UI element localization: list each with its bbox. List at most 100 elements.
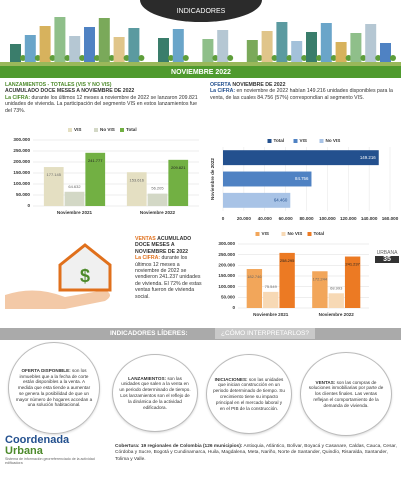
- leaders-subtitle: ¿CÓMO INTERPRETARLOS?: [215, 328, 316, 339]
- tree: [123, 55, 130, 61]
- bar: [263, 291, 279, 308]
- banner: [0, 66, 401, 78]
- y-tick-label: 0: [27, 203, 30, 208]
- y-tick-label: 300.000: [218, 241, 235, 246]
- supply-heading: OFERTA: [210, 82, 231, 88]
- building: [217, 30, 229, 62]
- x-tick-label: Noviembre 2022: [319, 312, 355, 317]
- bar: [43, 167, 64, 206]
- house: [58, 243, 112, 292]
- leader-bubble: OFERTA DISPONIBLE: son los inmuebles que…: [8, 342, 100, 434]
- sales-subheading: ACUMULADO DOCE MESES A NOVIEMBRE DE 2022: [135, 236, 192, 255]
- leaders-band: INDICADORES LÍDERES: ¿CÓMO INTERPRETARLO…: [0, 328, 401, 340]
- building: [24, 35, 36, 62]
- building: [69, 36, 81, 62]
- bar: [85, 152, 106, 206]
- legend-swatch: [68, 128, 72, 132]
- value-label: 84.756: [295, 176, 309, 181]
- value-label: 241.777: [88, 158, 103, 163]
- logo-sub: Sistema de información georreferenciado …: [5, 457, 95, 465]
- x-tick-label: 120.000: [340, 216, 357, 221]
- launches-subheading: ACUMULADO DOCE MESES A NOVIEMBRE DE 2022: [5, 88, 135, 95]
- building: [98, 18, 110, 62]
- header-tab: [140, 0, 262, 22]
- tree: [256, 55, 263, 61]
- header-title: INDICADORES: [177, 8, 226, 15]
- building: [320, 23, 332, 62]
- legend-label: No VIS: [100, 127, 115, 132]
- building: [291, 41, 303, 62]
- brand: URBANA: [376, 250, 398, 256]
- legend-swatch: [120, 128, 124, 132]
- legend-swatch: [255, 232, 260, 236]
- value-label: 182.746: [247, 274, 262, 279]
- coverage-text: Antioquia, Atlántico, Bolívar, Boyacá y …: [115, 444, 397, 462]
- logo: Coordenada Urbana Sistema de información…: [5, 434, 110, 466]
- tree: [182, 55, 189, 61]
- tree: [227, 55, 234, 61]
- bar: [328, 293, 344, 308]
- tree: [20, 55, 26, 61]
- page-number: URBANA 35: [375, 250, 399, 263]
- building: [128, 28, 140, 62]
- value-label: 258.295: [280, 258, 295, 263]
- building: [380, 43, 391, 62]
- leader-bubble: VENTAS: son las compras de soluciones in…: [300, 352, 392, 436]
- tree: [330, 55, 337, 61]
- value-label: 177.145: [47, 172, 62, 177]
- y-tick-label: 50.000: [16, 192, 30, 197]
- x-tick-label: 0: [222, 216, 225, 221]
- supply-lead: La CIFRA:: [210, 88, 236, 95]
- legend-label: VIS: [300, 138, 307, 143]
- leader-bubble: INICIACIONES: son las unidades que inici…: [206, 354, 292, 434]
- bar: [312, 271, 328, 308]
- banner-text: NOVIEMBRE 2022: [171, 69, 231, 76]
- building: [246, 40, 258, 62]
- bubble-text: OFERTA DISPONIBLE: son los inmuebles que…: [15, 368, 93, 409]
- value-label: 209.821: [171, 165, 186, 170]
- y-category-label: Noviembre de 2022: [210, 158, 215, 200]
- bar: [279, 252, 295, 308]
- term: INICIACIONES:: [214, 376, 248, 382]
- legend-swatch: [267, 139, 272, 143]
- y-tick-label: 200.000: [13, 159, 30, 164]
- y-tick-label: 150.000: [218, 273, 235, 278]
- sales-body: durante los últimos 12 meses a noviembre…: [135, 255, 202, 300]
- tree: [168, 55, 174, 61]
- x-tick-label: Noviembre 2021: [253, 312, 289, 317]
- value-label: 149.216: [360, 155, 376, 160]
- y-tick-label: 100.000: [218, 284, 235, 289]
- logo-line1: Coordenada: [5, 434, 70, 446]
- value-label: 56.205: [151, 186, 164, 191]
- value-label: 75.549: [265, 284, 278, 289]
- y-tick-label: 250.000: [13, 148, 30, 153]
- tree: [212, 55, 219, 61]
- y-tick-label: 100.000: [13, 181, 30, 186]
- legend-swatch: [281, 232, 286, 236]
- x-tick-label: Noviembre 2021: [57, 210, 93, 215]
- bar: [223, 192, 291, 208]
- logo-line2: Urbana: [5, 445, 43, 457]
- bar: [168, 159, 189, 206]
- tree: [138, 55, 145, 61]
- supply-body: en noviembre de 2022 habían 149.216 unid…: [210, 88, 393, 101]
- launches-heading: LANZAMIENTOS - TOTALES (VIS Y NO VIS): [5, 82, 112, 88]
- x-tick-label: 100.000: [319, 216, 336, 221]
- sales-text: VENTAS ACUMULADO DOCE MESES A NOVIEMBRE …: [135, 236, 205, 300]
- tree: [34, 55, 41, 61]
- legend-swatch: [293, 139, 298, 143]
- y-tick-label: 300.000: [13, 137, 30, 142]
- legend-swatch: [94, 128, 98, 132]
- bar: [147, 193, 168, 206]
- bar: [223, 150, 379, 166]
- tree: [79, 55, 86, 61]
- legend-label: No VIS: [326, 138, 341, 143]
- value-label: 241.237: [345, 262, 360, 267]
- launches-body: durante los últimos 12 meses a noviembre…: [5, 94, 198, 114]
- leaders-title: INDICADORES LÍDERES:: [110, 330, 188, 337]
- number: 35: [375, 256, 399, 263]
- bar: [223, 171, 312, 187]
- x-tick-label: 140.000: [361, 216, 378, 221]
- supply-chart: Total VIS No VIS 0 20.000 40.000 60.000 80.000 1…: [210, 138, 399, 221]
- tree: [301, 55, 308, 61]
